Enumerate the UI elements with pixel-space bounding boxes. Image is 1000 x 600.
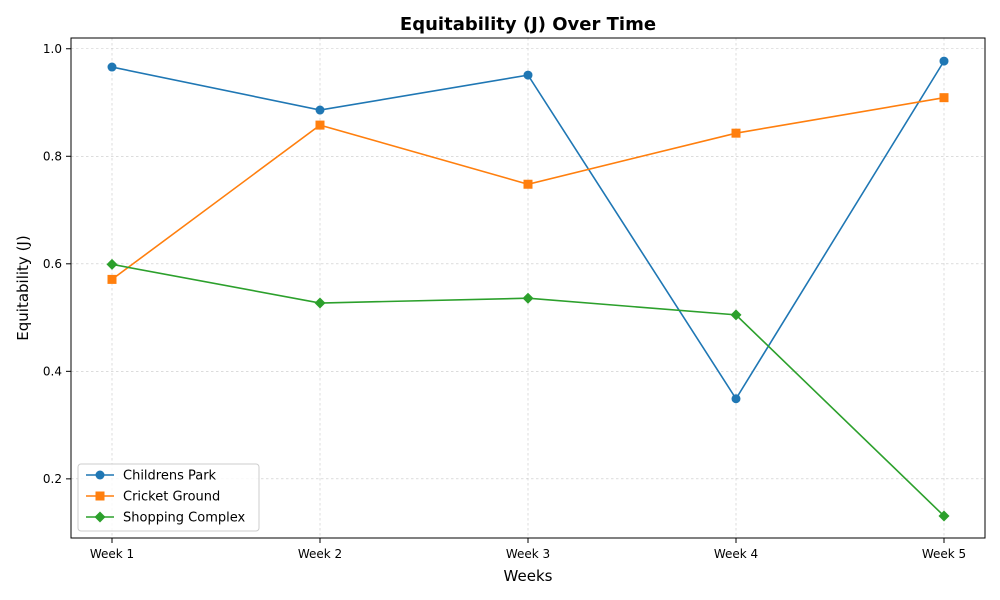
x-tick-label: Week 5	[922, 547, 966, 561]
x-tick-label: Week 1	[90, 547, 134, 561]
legend-marker	[95, 491, 105, 501]
y-axis-title: Equitability (J)	[14, 235, 32, 340]
legend-item: Shopping Complex	[86, 511, 246, 526]
legend-marker	[94, 511, 106, 523]
x-tick-label: Week 3	[506, 547, 550, 561]
x-tick-label: Week 2	[298, 547, 342, 561]
data-point	[731, 394, 741, 404]
data-point	[939, 56, 949, 66]
data-point	[315, 120, 325, 130]
y-tick-label: 1.0	[43, 42, 62, 56]
data-point	[523, 70, 533, 80]
y-tick-label: 0.2	[43, 472, 62, 486]
data-point	[522, 292, 534, 304]
legend-item: Cricket Ground	[86, 490, 220, 505]
y-tick-label: 0.4	[43, 364, 62, 378]
x-axis: Week 1 Week 2 Week 3 Week 4 Week 5	[90, 538, 966, 561]
legend-label: Childrens Park	[123, 469, 217, 484]
data-point	[730, 309, 742, 321]
data-point	[107, 62, 117, 72]
y-tick-label: 0.8	[43, 149, 62, 163]
chart-title: Equitability (J) Over Time	[400, 14, 656, 35]
series-childrens-park	[107, 56, 949, 404]
y-axis: 0.2 0.4 0.6 0.8 1.0	[43, 42, 71, 486]
series-layer	[106, 56, 950, 522]
data-point	[939, 93, 949, 103]
legend-label: Cricket Ground	[123, 490, 220, 505]
data-point	[107, 274, 117, 284]
grid	[71, 38, 985, 538]
data-point	[315, 105, 325, 115]
series-cricket-ground	[107, 93, 949, 284]
y-tick-label: 0.6	[43, 257, 62, 271]
legend-label: Shopping Complex	[123, 511, 246, 526]
data-point	[106, 258, 118, 270]
data-point	[938, 510, 950, 522]
legend: Childrens Park Cricket Ground Shopping Com…	[77, 463, 260, 532]
data-point	[731, 128, 741, 138]
data-point	[314, 297, 326, 309]
legend-item: Childrens Park	[86, 469, 217, 484]
legend-box	[77, 463, 260, 532]
data-point	[523, 179, 533, 189]
x-tick-label: Week 4	[714, 547, 758, 561]
series-shopping-complex	[106, 258, 950, 522]
legend-marker	[95, 470, 105, 480]
x-axis-title: Weeks	[504, 567, 553, 585]
